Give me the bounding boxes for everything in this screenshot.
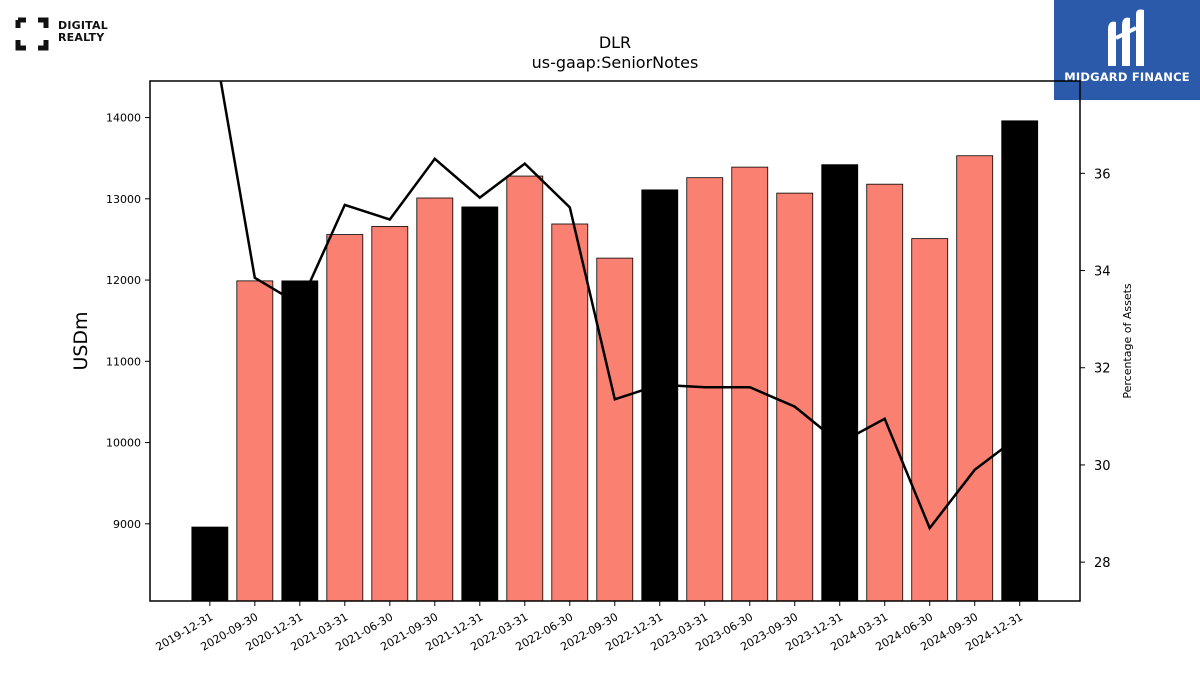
bar	[731, 166, 769, 602]
midgard-m-icon	[1108, 9, 1144, 66]
y-tick-label: 10000	[106, 437, 141, 450]
bar	[461, 206, 499, 602]
y-axis-label: USDm	[70, 311, 92, 370]
bar	[236, 280, 274, 602]
midgard-finance-logo: MIDGARD FINANCE	[1054, 0, 1200, 100]
bar	[551, 223, 589, 602]
chart-subtitle: us-gaap:SeniorNotes	[532, 53, 699, 72]
chart-title: DLR	[599, 33, 631, 52]
logo-text-line1: DIGITAL	[58, 19, 108, 32]
bar	[1001, 120, 1039, 602]
bar	[686, 177, 724, 602]
bar	[416, 197, 454, 602]
digital-realty-logo-text: DIGITAL REALTY	[58, 20, 108, 44]
bar	[821, 164, 859, 602]
bar	[281, 280, 319, 602]
y2-tick-label: 28	[1094, 556, 1111, 571]
digital-realty-logo: DIGITAL REALTY	[14, 14, 134, 54]
bar	[956, 155, 994, 602]
y2-tick-label: 34	[1094, 265, 1111, 280]
line-series	[219, 81, 1021, 531]
y-tick-label: 14000	[106, 112, 141, 125]
y-tick-label: 9000	[113, 518, 141, 531]
y2-tick-label: 36	[1094, 167, 1111, 182]
bar	[641, 189, 679, 602]
bar	[326, 234, 364, 602]
bracket-logo-icon	[15, 17, 49, 51]
bar	[776, 192, 814, 602]
y-tick-label: 12000	[106, 274, 141, 287]
bar	[866, 183, 904, 602]
y-tick-label: 11000	[106, 355, 141, 368]
bar	[911, 238, 949, 602]
y2-tick-label: 32	[1094, 362, 1111, 377]
logo-text-line2: REALTY	[58, 31, 105, 44]
bar	[506, 175, 544, 602]
bar-series	[191, 120, 1039, 602]
y-tick-label: 13000	[106, 193, 141, 206]
bar	[596, 257, 634, 602]
y2-tick-label: 30	[1094, 459, 1111, 474]
y2-axis-label: Percentage of Assets	[1121, 283, 1134, 399]
bar	[191, 526, 229, 602]
bar	[371, 226, 409, 602]
midgard-finance-logo-text: MIDGARD FINANCE	[1064, 70, 1190, 84]
percentage-line	[219, 81, 1021, 531]
